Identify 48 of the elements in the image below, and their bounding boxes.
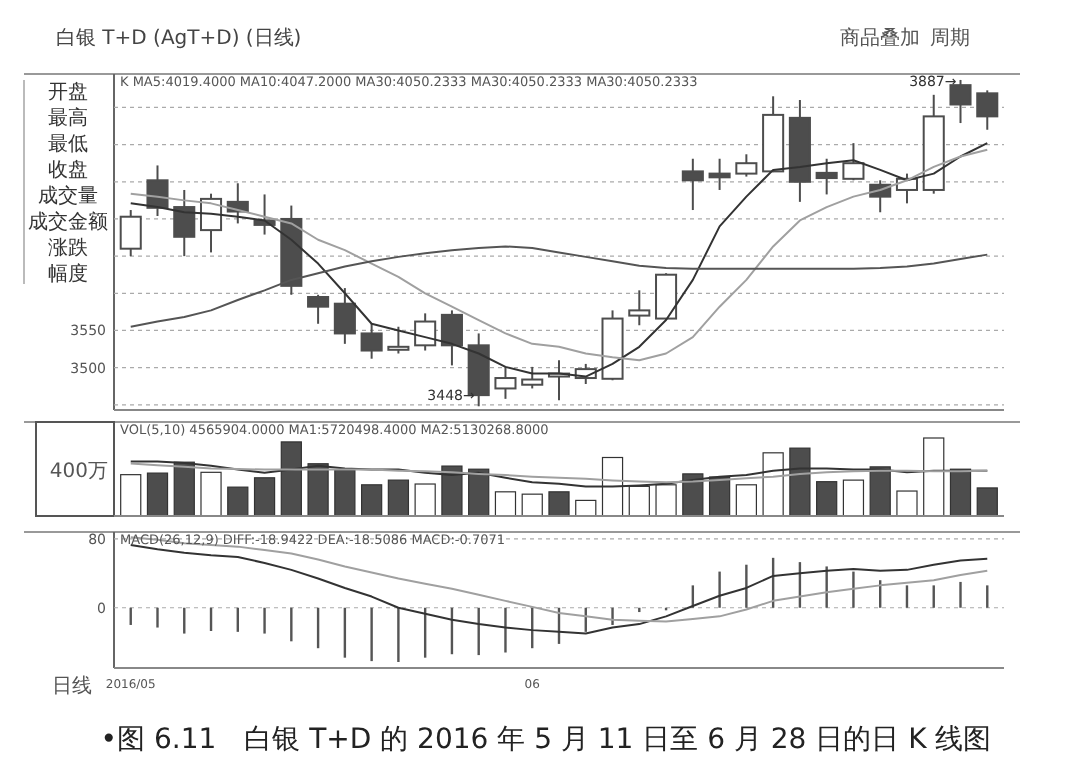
bar xyxy=(414,483,436,517)
text: 成交量 xyxy=(38,184,98,208)
text: 400万 xyxy=(49,461,108,483)
candlestick xyxy=(173,188,196,258)
candlestick xyxy=(387,325,410,355)
text: 最高 xyxy=(48,106,88,130)
text: •图 6.11 白银 T+D 的 2016 年 5 月 11 日至 6 月 28 日的日 K 线图 xyxy=(100,724,992,756)
text: 商品叠加 xyxy=(840,26,920,50)
bar xyxy=(387,479,410,517)
text: 涨跌 xyxy=(48,236,88,260)
bar xyxy=(200,471,222,517)
candlestick xyxy=(708,157,731,191)
candlestick xyxy=(333,287,356,345)
text: 成交金额 xyxy=(28,210,108,234)
bar xyxy=(146,472,169,517)
candlestick xyxy=(655,272,678,322)
bar xyxy=(548,491,570,517)
candlestick xyxy=(628,289,651,327)
bar xyxy=(494,491,517,517)
bar xyxy=(360,484,383,517)
bar xyxy=(735,484,758,517)
bar xyxy=(227,486,249,517)
text: 周期 xyxy=(930,26,970,50)
text: 幅度 xyxy=(48,262,88,286)
bar xyxy=(521,493,543,517)
bar xyxy=(896,490,918,517)
text: 收盘 xyxy=(48,158,88,182)
candlestick xyxy=(440,309,463,367)
bar xyxy=(120,474,142,517)
text: 开盘 xyxy=(48,80,88,104)
candlestick xyxy=(521,365,544,390)
candlestick xyxy=(307,293,330,325)
candlestick xyxy=(119,209,142,258)
bar xyxy=(949,468,972,517)
bar xyxy=(842,479,865,517)
line-series xyxy=(129,543,989,635)
text: 最低 xyxy=(48,134,88,156)
candlestick xyxy=(976,89,999,131)
x-axis-title: 日线 xyxy=(52,674,92,698)
candlestick xyxy=(735,153,758,178)
candlestick xyxy=(815,157,838,196)
bar xyxy=(976,487,998,517)
candlestick xyxy=(842,142,865,182)
candlestick xyxy=(360,322,383,360)
chart-title: 白银 T+D (AgT+D) (日线) xyxy=(56,26,302,50)
bar xyxy=(816,481,838,517)
candlestick xyxy=(494,365,517,400)
candlestick xyxy=(681,157,704,212)
